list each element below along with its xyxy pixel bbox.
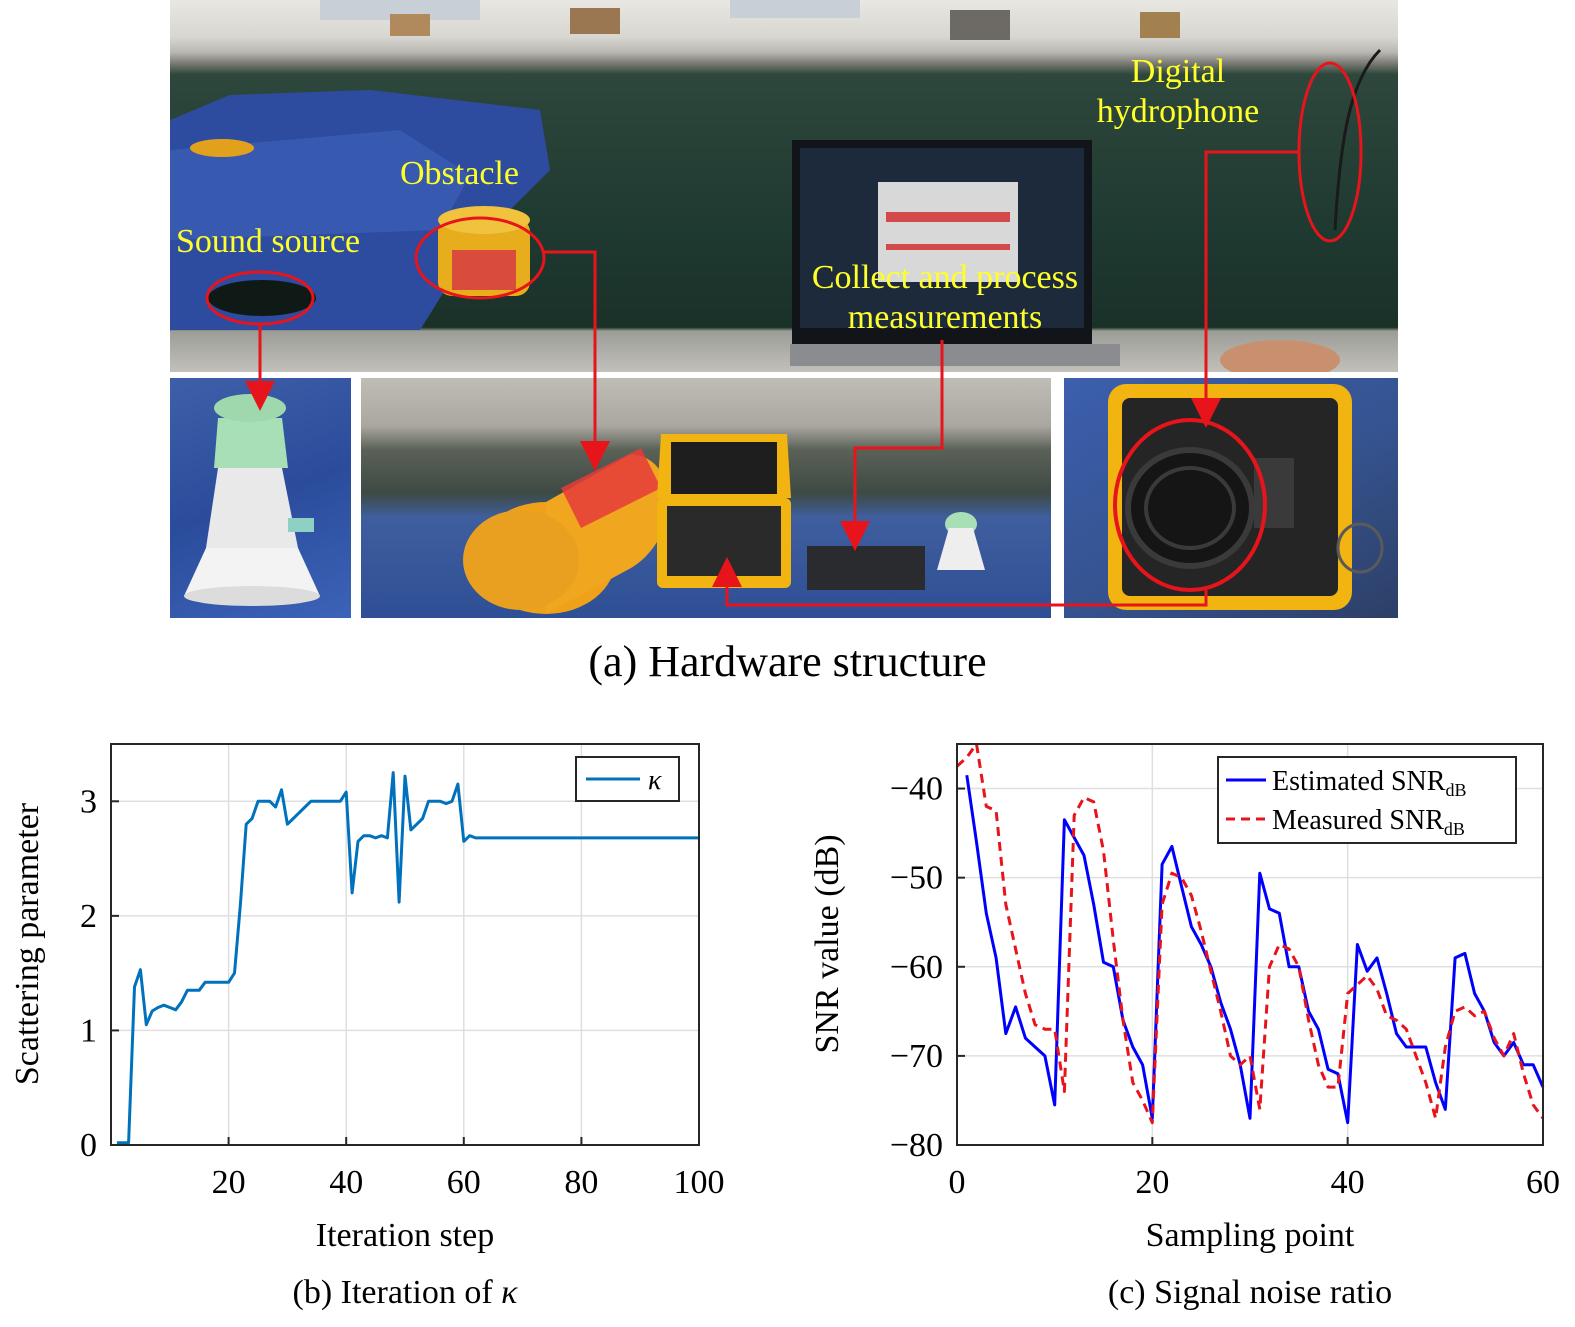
chart-c-ytick-label--80: −80 xyxy=(890,1127,943,1164)
digital-hydrophone-label-line1: Digital xyxy=(1130,53,1226,90)
legend-estimated-name: Estimated SNR xyxy=(1272,766,1446,797)
chart-b-series xyxy=(116,771,699,1145)
obstacle-label: Obstacle xyxy=(400,155,519,192)
caption-panel-c: (c) Signal noise ratio xyxy=(1107,1274,1393,1311)
collect-process-label-line1: Collect and process xyxy=(811,259,1079,296)
chart-c-legend: Estimated SNRdB Measured SNRdB xyxy=(1217,756,1517,844)
chart-c-series xyxy=(955,742,1545,1125)
chart-c-ylabel: SNR value (dB) xyxy=(809,834,846,1053)
digital-hydrophone-label-line2: hydrophone xyxy=(1096,93,1260,130)
chart-c-xtick-label-20: 20 xyxy=(1135,1164,1169,1201)
chart-c-ytick-label--40: −40 xyxy=(890,771,943,808)
chart-b-legend-label-kappa: κ xyxy=(648,765,662,796)
collect-process-label: Collect and process measurements xyxy=(780,258,1110,338)
chart-b-ytick-label-0: 0 xyxy=(80,1127,97,1164)
chart-b-xtick-label-20: 20 xyxy=(212,1164,246,1201)
chart-c-axes-box xyxy=(956,743,1544,1146)
collect-process-label-line2: measurements xyxy=(847,299,1043,336)
caption-panel-a: (a) Hardware structure xyxy=(588,637,987,686)
chart-b-xtick-label-40: 40 xyxy=(329,1164,363,1201)
chart-b-ytick-label-1: 1 xyxy=(80,1012,97,1049)
chart-b-ylabel: Scattering parameter xyxy=(9,802,46,1085)
legend-estimated-sub: dB xyxy=(1445,780,1466,800)
chart-b-xlabel: Iteration step xyxy=(316,1217,494,1254)
chart-b-axes-box xyxy=(110,743,700,1146)
legend-measured-name: Measured SNR xyxy=(1272,805,1444,836)
chart-b-xtick-label-100: 100 xyxy=(674,1164,725,1201)
chart-b-ytick-label-2: 2 xyxy=(80,898,97,935)
chart-c-xtick-label-60: 60 xyxy=(1526,1164,1560,1201)
legend-measured-sub: dB xyxy=(1444,819,1465,839)
chart-c-ytick-label--70: −70 xyxy=(890,1038,943,1075)
chart-c-xlabel: Sampling point xyxy=(1146,1217,1355,1254)
chart-c-ytick-label--50: −50 xyxy=(890,860,943,897)
chart-c-legend-label-measured: Measured SNRdB xyxy=(1272,805,1465,839)
chart-b-ticks: 20 40 60 80 100 0 1 2 3 xyxy=(80,783,725,1201)
caption-panel-b: (b) Iteration of κ xyxy=(110,1274,700,1312)
chart-c-legend-box xyxy=(1217,756,1517,844)
caption-b-symbol: κ xyxy=(501,1274,518,1311)
caption-b-text: (b) Iteration of xyxy=(292,1274,502,1311)
chart-c-series-estimated-line xyxy=(965,774,1545,1125)
sound-source-photo xyxy=(170,378,351,618)
chart-c-ytick-label--60: −60 xyxy=(890,949,943,986)
sound-source-label: Sound source xyxy=(176,223,361,260)
digital-hydrophone-label: Digital hydrophone xyxy=(1078,52,1278,132)
chart-c-ticks: 0 20 40 60 −80 −70 −60 −50 −40 xyxy=(890,771,1560,1201)
chart-b-ytick-label-3: 3 xyxy=(80,783,97,820)
chart-b-xtick-label-80: 80 xyxy=(564,1164,598,1201)
chart-b-legend: κ xyxy=(575,756,680,802)
chart-c-series-measured-line xyxy=(955,742,1545,1125)
chart-b-xtick-label-60: 60 xyxy=(447,1164,481,1201)
chart-c-xtick-label-0: 0 xyxy=(949,1164,966,1201)
chart-b-series-kappa-line xyxy=(116,771,699,1145)
chart-c-legend-label-estimated: Estimated SNRdB xyxy=(1272,766,1466,800)
chart-c-xtick-label-40: 40 xyxy=(1331,1164,1365,1201)
